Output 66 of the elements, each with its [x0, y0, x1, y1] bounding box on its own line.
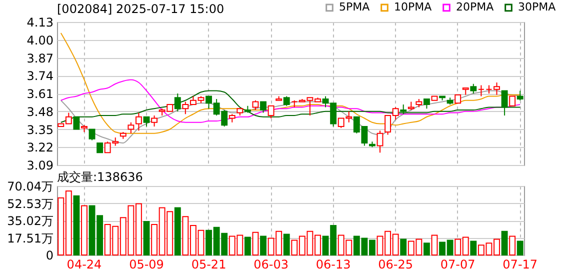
text: 成交量:138636 — [57, 170, 143, 184]
y-tick-label: 3.09 — [26, 158, 54, 172]
legend-label: 30PMA — [518, 0, 556, 14]
y-tick-label: 35.02万 — [7, 214, 54, 228]
bar — [174, 207, 181, 256]
candlestick — [478, 84, 484, 97]
x-tick-label: 07-07 — [440, 258, 476, 272]
bar — [400, 238, 407, 256]
x-tick-label: 06-03 — [254, 258, 288, 272]
y-tick-label: 52.53万 — [7, 196, 54, 211]
y-tick-label: 3.35 — [26, 122, 54, 137]
candlestick — [143, 116, 150, 127]
bar — [470, 240, 477, 256]
candlestick — [501, 90, 508, 116]
candlestick — [174, 93, 181, 112]
candlestick — [151, 115, 158, 127]
y-tick-label: 3.74 — [26, 69, 54, 84]
chart-title: [002084] 2025-07-17 15:00 — [57, 2, 224, 16]
candlestick — [423, 98, 430, 110]
candlestick — [88, 128, 96, 141]
candlestick — [268, 105, 274, 119]
line-series — [60, 90, 521, 123]
candlestick — [128, 122, 134, 134]
bar — [431, 234, 438, 256]
y-tick-label: 4.00 — [26, 33, 54, 48]
x-tick-label: 05-09 — [129, 258, 164, 272]
bar — [252, 232, 259, 256]
bar — [423, 242, 430, 256]
candlestick — [96, 142, 104, 154]
y-tick-label: 3.48 — [26, 104, 54, 119]
candlestick — [400, 104, 407, 115]
candlestick — [516, 90, 524, 101]
x-tick-label: 06-25 — [378, 258, 414, 272]
candlestick — [376, 130, 384, 154]
candlestick — [73, 116, 80, 130]
line-series — [60, 79, 521, 123]
candlestick — [494, 82, 500, 96]
bar — [516, 240, 524, 256]
bar — [81, 205, 88, 256]
candlestick — [509, 96, 516, 106]
x-tick-label: 05-21 — [191, 258, 226, 272]
x-tick-label: 04-24 — [66, 258, 102, 272]
bar — [73, 195, 80, 256]
y-tick-label: 4.13 — [26, 16, 54, 30]
legend-label: 20PMA — [456, 0, 494, 14]
candlestick — [252, 100, 259, 110]
y-tick-label: 3.22 — [26, 140, 54, 155]
bar — [501, 230, 508, 256]
legend-label: 5PMA — [339, 0, 370, 14]
bar — [283, 234, 290, 256]
x-tick-label: 06-13 — [316, 258, 351, 272]
candlestick — [260, 101, 266, 114]
bar — [260, 236, 266, 256]
bar — [143, 221, 150, 256]
legend-label: 10PMA — [394, 0, 432, 14]
candlestick — [470, 83, 477, 94]
y-tick-label: 17.51万 — [7, 231, 54, 246]
candlestick — [283, 96, 290, 106]
y-tick-label: 3.87 — [26, 51, 54, 66]
y-tick-label: 70.04万 — [7, 180, 54, 194]
x-tick-label: 07-17 — [502, 258, 538, 272]
y-tick-label: 3.61 — [26, 87, 54, 101]
bar — [509, 236, 516, 256]
bar — [244, 236, 251, 256]
candlestick — [136, 112, 142, 132]
y-tick-label: 0 — [46, 248, 54, 262]
